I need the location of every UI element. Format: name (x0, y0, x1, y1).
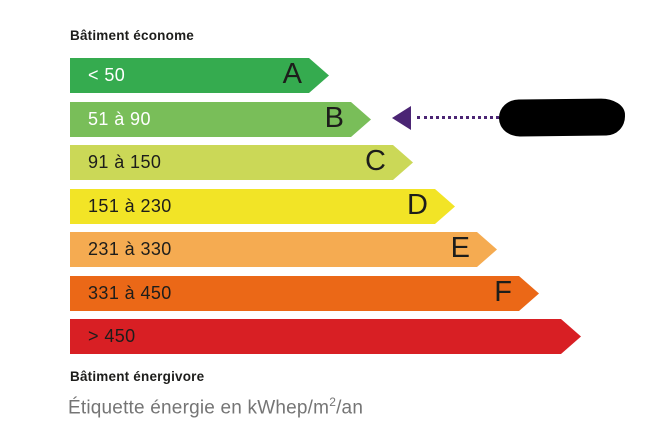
energy-bar-D: 151 à 230 D (70, 189, 455, 224)
dotted-leader-line (417, 116, 499, 119)
energy-bar-A: < 50 A (70, 58, 329, 93)
energy-class-letter: D (407, 188, 428, 221)
energy-range-label: 91 à 150 (88, 151, 162, 172)
energy-class-letter: C (365, 144, 386, 177)
energy-class-letter: E (450, 231, 470, 264)
energy-range-label: 331 à 450 (88, 282, 172, 303)
energy-class-letter: F (494, 275, 512, 308)
caption-superscript: 2 (329, 395, 337, 409)
energy-bar-B: 51 à 90 B (70, 102, 371, 137)
energy-class-letter: B (324, 101, 344, 134)
energy-range-label: < 50 (88, 64, 126, 85)
selected-class-arrow-icon (392, 106, 411, 130)
caption-prefix: Étiquette énergie en kWhep/m (68, 397, 330, 419)
energy-bar-F: 331 à 450 F (70, 276, 539, 311)
scale-top-label: Bâtiment économe (70, 28, 194, 43)
scale-bottom-label: Bâtiment énergivore (70, 369, 205, 384)
caption-suffix: /an (336, 397, 364, 419)
energy-class-letter: A (282, 57, 302, 90)
energy-range-label: 231 à 330 (88, 238, 172, 259)
energy-bar-C: 91 à 150 C (70, 145, 413, 180)
chart-caption: Étiquette énergie en kWhep/m2/an (68, 395, 363, 419)
redacted-value-blob (498, 98, 626, 137)
energy-range-label: > 450 (88, 325, 136, 346)
energy-bar-G: > 450 (70, 319, 581, 354)
energy-range-label: 151 à 230 (88, 195, 172, 216)
energy-range-label: 51 à 90 (88, 108, 151, 129)
energy-bar-E: 231 à 330 E (70, 232, 497, 267)
